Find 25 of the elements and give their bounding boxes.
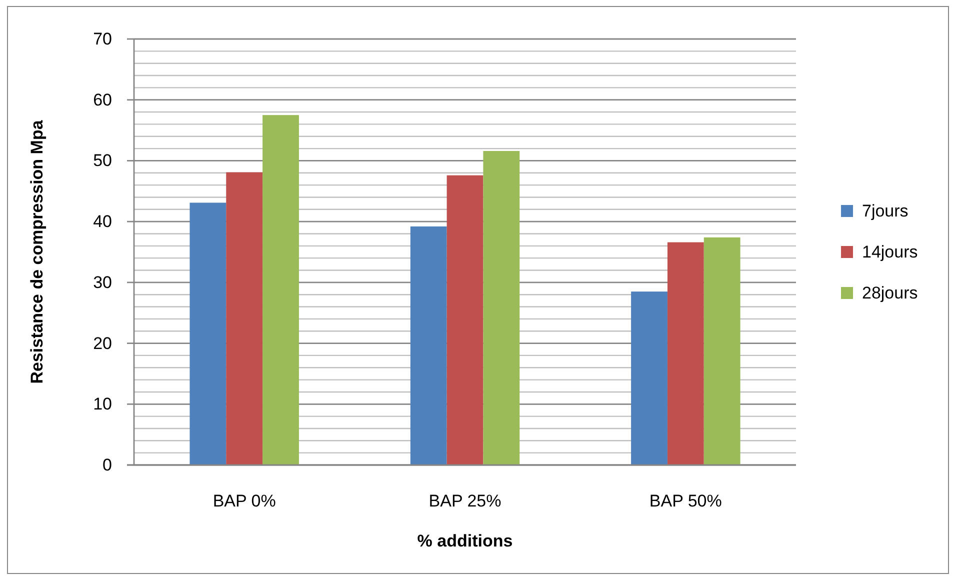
bar [262,115,299,465]
y-tick-label: 30 [93,272,112,292]
bar [446,175,484,465]
bar [667,242,704,465]
y-axis-title: Resistance de compression Mpa [28,120,46,384]
bar [410,226,447,465]
y-tick-label: 20 [93,334,112,353]
legend-label: 14jours [862,242,918,262]
x-axis-title: % additions [417,532,513,550]
bar [483,150,520,465]
y-tick-label: 50 [93,151,112,170]
x-tick-label: BAP 25% [428,492,502,510]
y-tick-label: 0 [102,456,112,474]
y-tick-label: 10 [93,394,112,414]
y-tick-label: 70 [93,30,112,48]
bar [704,237,740,465]
x-tick-label: BAP 0% [212,492,276,510]
legend-label: 7jours [862,202,908,220]
bar [631,292,668,465]
legend-label: 28jours [862,284,918,302]
y-tick-label: 40 [93,212,112,232]
x-tick-label: BAP 50% [649,492,722,510]
y-tick-label: 60 [93,90,112,110]
bar [226,172,263,465]
bar [190,202,226,465]
